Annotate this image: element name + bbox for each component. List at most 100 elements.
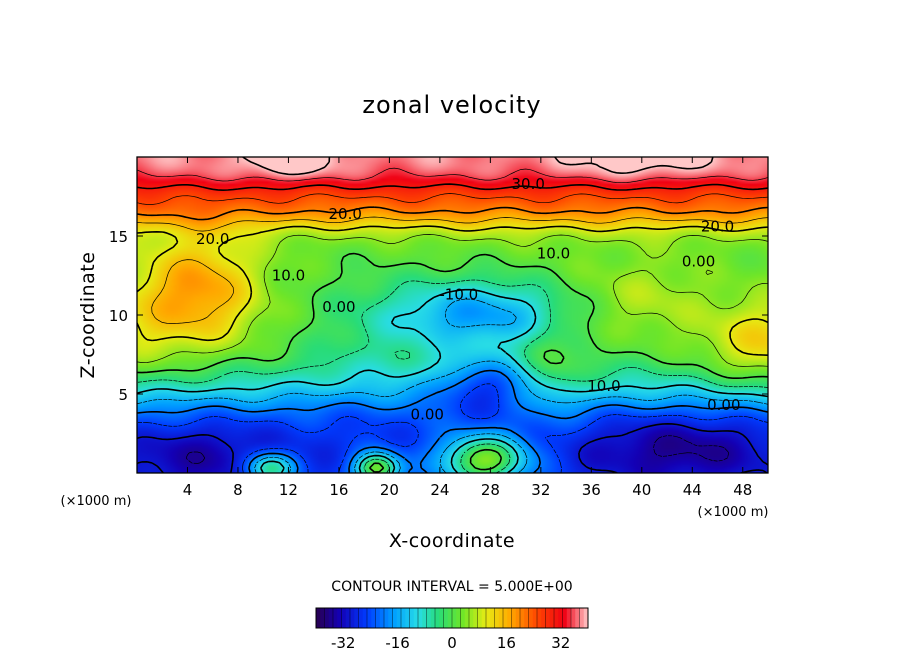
contour-line	[137, 369, 768, 473]
contour-lines	[137, 157, 768, 473]
colorbar-segment	[354, 608, 359, 628]
x-tick-label: 4	[183, 481, 193, 499]
contour-line	[137, 183, 768, 191]
colorbar-segment	[388, 608, 393, 628]
contour-label: 0.00	[411, 406, 444, 424]
contour-line	[137, 383, 768, 473]
colorbar-tick-label: -32	[331, 634, 356, 652]
contour-label: 0.00	[322, 298, 355, 316]
colorbar-segment	[396, 608, 402, 628]
colorbar-segment	[392, 608, 398, 628]
colorbar-segment	[541, 608, 546, 628]
colorbar	[315, 607, 589, 629]
contour-interval-note: CONTOUR INTERVAL = 5.000E+00	[331, 579, 572, 595]
contour-line	[137, 298, 768, 473]
colorbar-segment	[481, 608, 487, 628]
contour-label: 20.0	[701, 218, 734, 236]
colorbar-tick-label: 0	[447, 634, 457, 652]
colorbar-segment	[473, 608, 478, 628]
colorbar-segment	[558, 608, 563, 628]
contour-line	[137, 216, 768, 324]
x-tick-label: 20	[380, 481, 399, 499]
colorbar-segment	[337, 608, 342, 628]
contour-line	[137, 193, 768, 205]
x-axis-unit: (×1000 m)	[698, 505, 769, 520]
colorbar-segment	[320, 608, 325, 628]
x-tick-label: 24	[430, 481, 449, 499]
contour-line	[137, 252, 768, 473]
colorbar-segment	[328, 608, 334, 628]
colorbar-segment	[435, 608, 440, 628]
x-tick-label: 16	[329, 481, 348, 499]
x-tick-label: 44	[683, 481, 702, 499]
colorbar-segment	[460, 608, 466, 628]
colorbar-segment	[507, 608, 512, 628]
colorbar-segment	[545, 608, 551, 628]
velocity-field	[137, 157, 768, 473]
contour-label: -10.0	[439, 285, 478, 303]
contour-line	[137, 279, 768, 473]
colorbar-segment	[439, 608, 444, 628]
colorbar-ticks: -32 -16 0 16 32	[331, 634, 570, 652]
colorbar-segment	[515, 608, 521, 628]
colorbar-segment	[405, 608, 410, 628]
contour-label: 10.0	[272, 267, 305, 285]
colorbar-segment	[469, 608, 474, 628]
colorbar-segment	[367, 608, 372, 628]
colorbar-segment	[566, 608, 572, 628]
colorbar-segment	[409, 608, 415, 628]
colorbar-tick-label: 16	[497, 634, 516, 652]
colorbar-segment	[477, 608, 483, 628]
contour-line	[137, 225, 768, 356]
colorbar-segment	[503, 608, 508, 628]
colorbar-segment	[413, 608, 419, 628]
contour-label: 20.0	[329, 205, 362, 223]
colorbar-segment	[490, 608, 495, 628]
colorbar-segment	[464, 608, 470, 628]
colorbar-segment	[375, 608, 381, 628]
colorbar-segment	[422, 608, 427, 628]
colorbar-segment	[362, 608, 368, 628]
colorbar-segment	[401, 608, 406, 628]
plot-area: 30.0 20.0 20.0 20.0 10.0 0.00 10.0 0.00 -10.0 10.…	[136, 156, 769, 474]
colorbar-segment	[371, 608, 376, 628]
x-tick-label: 40	[632, 481, 651, 499]
colorbar-segment	[486, 608, 491, 628]
colorbar-segment	[358, 608, 364, 628]
contour-line	[137, 288, 768, 473]
x-axis-label: X-coordinate	[389, 530, 515, 552]
colorbar-segment	[575, 608, 580, 628]
colorbar-segment	[456, 608, 461, 628]
x-tick-label: 32	[531, 481, 550, 499]
colorbar-tick-label: -16	[385, 634, 410, 652]
y-axis-ticks: 5 10 15	[109, 228, 768, 404]
colorbar-segment	[350, 608, 355, 628]
colorbar-segment	[341, 608, 347, 628]
x-axis-ticks: 4 8 12 16 20 24 28 32 36 40 44 48	[183, 157, 752, 499]
contour-label: 30.0	[512, 175, 545, 193]
y-tick-label: 10	[109, 307, 128, 325]
contour-labels: 30.0 20.0 20.0 20.0 10.0 0.00 10.0 0.00 -10.0 10.…	[196, 175, 741, 424]
colorbar-segment	[418, 608, 423, 628]
chart-title: zonal velocity	[362, 91, 541, 119]
y-axis-unit: (×1000 m)	[61, 494, 132, 509]
colorbar-segment	[324, 608, 330, 628]
colorbar-segment	[537, 608, 542, 628]
x-tick-label: 48	[733, 481, 752, 499]
colorbar-segment	[447, 608, 453, 628]
contour-line	[137, 206, 768, 221]
colorbar-segment	[524, 608, 529, 628]
y-tick-label: 15	[109, 228, 128, 246]
x-tick-label: 8	[233, 481, 243, 499]
contour-line	[137, 167, 768, 184]
contour-line	[185, 435, 730, 464]
y-axis-label: Z-coordinate	[77, 252, 99, 379]
contour-label: 0.00	[682, 252, 715, 270]
x-tick-label: 12	[279, 481, 298, 499]
colorbar-tick-label: 32	[551, 634, 570, 652]
colorbar-segment	[532, 608, 538, 628]
contour-label: 0.00	[707, 396, 740, 414]
colorbar-segment	[520, 608, 525, 628]
colorbar-segment	[554, 608, 559, 628]
